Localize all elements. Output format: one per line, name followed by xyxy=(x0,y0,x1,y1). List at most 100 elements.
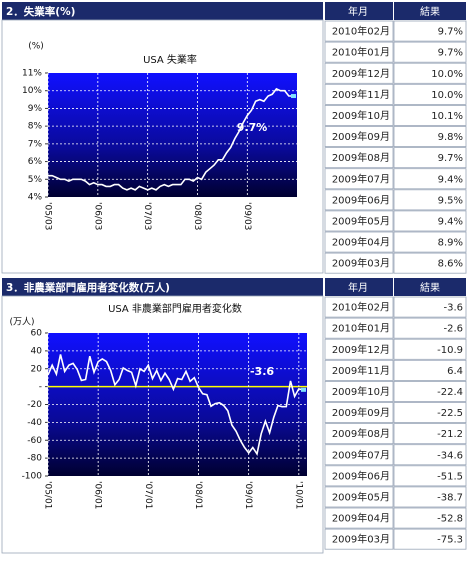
table-cell-text: -10.9 xyxy=(437,345,463,356)
table-cell-text: -52.8 xyxy=(437,514,463,525)
y-tick-label: - xyxy=(39,382,42,392)
table-cell xyxy=(324,486,394,508)
table-cell xyxy=(393,83,467,105)
table-cell xyxy=(393,210,467,232)
table-cell-text: 8.9% xyxy=(438,238,463,249)
table-cell-text: 9.4% xyxy=(438,174,463,185)
x-tick-label: '06/03 xyxy=(92,202,102,230)
table-cell-text: 2009年03月 xyxy=(332,257,390,270)
y-tick-label: 40 xyxy=(31,346,43,356)
x-tick-label: '08/01 xyxy=(193,481,203,509)
y-tick-label: -80 xyxy=(27,454,42,464)
table-cell xyxy=(393,231,467,253)
last-point-marker xyxy=(291,94,296,99)
table-cell-text: 2009年09月 xyxy=(332,130,390,143)
y-tick-label: -100 xyxy=(22,472,43,482)
y-tick-label: 8% xyxy=(28,122,43,132)
table-cell xyxy=(324,210,394,232)
table-cell xyxy=(393,252,467,274)
section-title: 2．失業率(%) xyxy=(6,5,75,18)
table-cell-text: 2009年05月 xyxy=(332,490,390,503)
y-tick-label: 9% xyxy=(28,104,43,114)
annotation: -3.6 xyxy=(250,365,274,378)
table-cell xyxy=(324,20,394,42)
table-cell xyxy=(324,380,394,402)
table-cell-text: -38.7 xyxy=(437,492,463,503)
y-axis-label: (万人) xyxy=(9,317,34,328)
table-cell xyxy=(324,41,394,63)
table-cell-text: 2009年11月 xyxy=(332,364,390,377)
table-header-cell xyxy=(325,2,393,20)
table-cell xyxy=(324,402,394,424)
table-cell xyxy=(324,338,394,360)
table-cell-text: 2009年05月 xyxy=(332,214,390,227)
table-cell-text: 2009年12月 xyxy=(332,67,390,80)
y-tick-label: -20 xyxy=(27,400,42,410)
table-cell-text: 9.5% xyxy=(438,195,463,206)
table-cell-text: 9.7% xyxy=(438,48,463,59)
table-cell-text: -34.6 xyxy=(437,450,463,461)
table-cell-text: 2009年07月 xyxy=(332,172,390,185)
table-cell xyxy=(324,168,394,190)
table-header-text: 結果 xyxy=(420,5,440,18)
table-cell-text: -51.5 xyxy=(437,471,463,482)
table-cell-text: 8.6% xyxy=(438,259,463,270)
table-cell-text: 2009年08月 xyxy=(332,151,390,164)
table-header-text: 年月 xyxy=(348,5,368,18)
table-cell xyxy=(393,444,467,466)
table-cell xyxy=(393,528,467,550)
data-line xyxy=(48,87,293,191)
table-header-cell xyxy=(325,278,393,296)
table-cell xyxy=(393,20,467,42)
table-cell xyxy=(393,105,467,126)
y-tick-label: 20 xyxy=(31,364,43,374)
table-cell xyxy=(393,423,467,445)
table-cell-text: 2009年09月 xyxy=(332,406,390,419)
table-cell xyxy=(393,41,467,63)
table-cell xyxy=(324,252,394,274)
x-tick-label: '05/03 xyxy=(43,202,53,230)
table-cell xyxy=(324,507,394,529)
y-axis-label: (%) xyxy=(28,42,44,52)
y-tick-label: 6% xyxy=(28,157,43,167)
table-cell-text: 2010年02月 xyxy=(332,301,390,314)
table-cell xyxy=(393,380,467,402)
table-cell xyxy=(393,402,467,424)
table-header-cell xyxy=(394,2,466,20)
table-cell xyxy=(324,444,394,466)
y-tick-label: 7% xyxy=(28,139,43,149)
y-tick-label: 4% xyxy=(28,193,43,203)
chart-title: USA 非農業部門雇用者変化数 xyxy=(108,302,242,315)
chart-title: USA 失業率 xyxy=(143,53,197,66)
y-tick-label: 60 xyxy=(31,329,43,339)
y-tick-label: 11% xyxy=(22,69,42,79)
table-cell-text: 2009年08月 xyxy=(332,427,390,440)
table-cell xyxy=(393,507,467,529)
table-cell xyxy=(393,147,467,169)
table-cell-text: 2009年04月 xyxy=(332,512,390,525)
table-cell xyxy=(393,359,467,381)
plot-area xyxy=(48,73,297,197)
table-cell xyxy=(324,465,394,487)
table-cell-text: 10.1% xyxy=(431,111,463,122)
y-tick-label: -60 xyxy=(27,436,42,446)
table-cell-text: 2010年01月 xyxy=(332,46,390,59)
table-cell-text: 2009年12月 xyxy=(332,343,390,356)
section-header xyxy=(2,2,323,20)
table-cell xyxy=(324,296,394,318)
table-cell xyxy=(393,296,467,318)
table-cell-text: 9.4% xyxy=(438,216,463,227)
table-cell xyxy=(393,126,467,148)
table-cell-text: -21.2 xyxy=(437,429,463,440)
table-cell-text: -2.6 xyxy=(443,324,463,335)
table-cell xyxy=(324,231,394,253)
table-cell-text: 10.0% xyxy=(431,90,463,101)
table-header-text: 年月 xyxy=(348,281,368,294)
table-cell-text: -3.6 xyxy=(443,303,463,314)
last-point-marker xyxy=(301,387,306,392)
table-cell-text: 2009年07月 xyxy=(332,448,390,461)
x-tick-label: '08/03 xyxy=(192,202,202,230)
annotation: 9.7% xyxy=(237,121,268,134)
table-cell-text: 2009年06月 xyxy=(332,193,390,206)
